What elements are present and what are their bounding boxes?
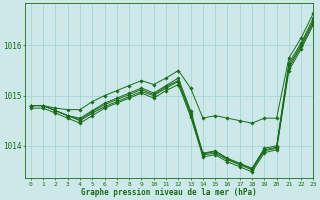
X-axis label: Graphe pression niveau de la mer (hPa): Graphe pression niveau de la mer (hPa) xyxy=(81,188,257,197)
